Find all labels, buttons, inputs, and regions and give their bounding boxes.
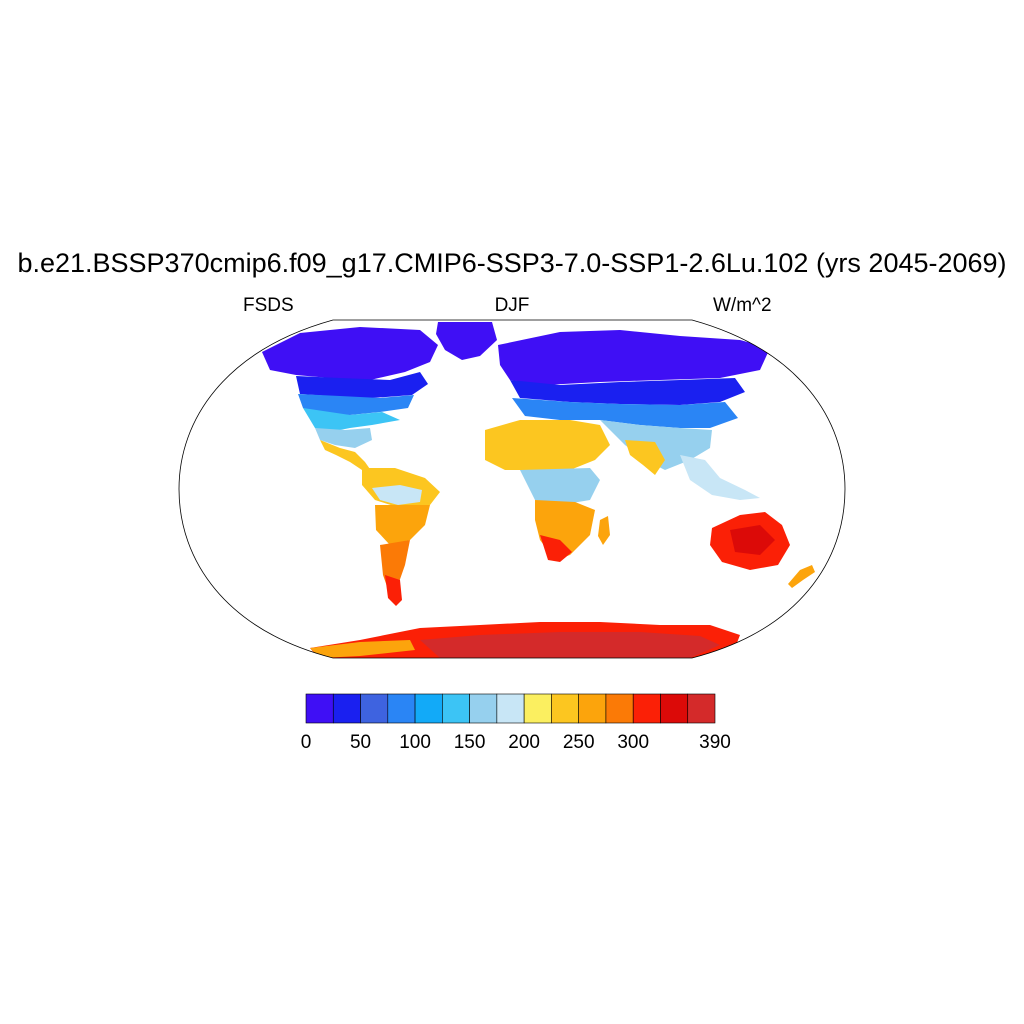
colorbar-tick-label: 390 <box>699 732 731 753</box>
madagascar <box>598 516 610 545</box>
units-label: W/m^2 <box>713 295 772 316</box>
south-america-mid <box>375 505 430 545</box>
southeast-asia <box>680 455 760 500</box>
colorbar: 0 50 100 150 200 250 300 390 <box>301 693 731 753</box>
colorbar-tick-label: 150 <box>454 732 486 753</box>
africa-north <box>485 420 610 470</box>
eurasia-south <box>512 398 738 428</box>
africa-tip <box>540 535 572 562</box>
india <box>625 440 665 475</box>
season-label: DJF <box>494 295 530 316</box>
colorbar-swatch <box>469 693 498 724</box>
north-america-arctic <box>262 327 438 380</box>
colorbar-swatch <box>523 693 552 724</box>
australia-center <box>730 525 775 555</box>
colorbar-swatch <box>496 693 525 724</box>
colorbar-swatch <box>332 693 361 724</box>
colorbar-swatch <box>442 693 470 724</box>
new-zealand <box>788 565 815 588</box>
north-america-north <box>296 372 428 398</box>
colorbar-tick-label: 0 <box>301 732 312 753</box>
north-america-mid <box>298 394 414 415</box>
antarctica-coast <box>310 640 415 658</box>
antarctica-interior <box>420 632 720 658</box>
colorbar-swatch <box>632 693 661 724</box>
north-america-gulf <box>315 428 372 448</box>
continents <box>262 322 815 658</box>
colorbar-swatch <box>578 693 607 724</box>
colorbar-swatch <box>551 693 579 724</box>
europe-north <box>498 330 770 385</box>
colorbar-swatch <box>387 693 416 724</box>
africa-mid <box>520 468 600 505</box>
colorbar-tick-label: 250 <box>563 732 595 753</box>
south-america-amazon <box>372 485 422 505</box>
greenland <box>436 322 497 360</box>
colorbar-swatch <box>687 693 716 724</box>
colorbar-tick-label: 300 <box>617 732 649 753</box>
colorbar-swatch <box>660 693 689 724</box>
colorbar-swatch <box>305 693 334 724</box>
colorbar-swatch <box>414 693 443 724</box>
map-title: b.e21.BSSP370cmip6.f09_g17.CMIP6-SSP3-7.… <box>17 248 1007 278</box>
colorbar-swatch <box>360 693 389 724</box>
colorbar-tick-label: 100 <box>399 732 431 753</box>
colorbar-swatch <box>605 693 634 724</box>
globe-outline <box>178 319 846 659</box>
south-america-tip <box>385 575 402 606</box>
colorbar-tick-label: 50 <box>350 732 371 753</box>
north-america-south <box>303 408 400 432</box>
central-america <box>320 440 372 472</box>
variable-label: FSDS <box>243 295 294 316</box>
eurasia-mid <box>510 378 745 405</box>
colorbar-tick-label: 200 <box>508 732 540 753</box>
